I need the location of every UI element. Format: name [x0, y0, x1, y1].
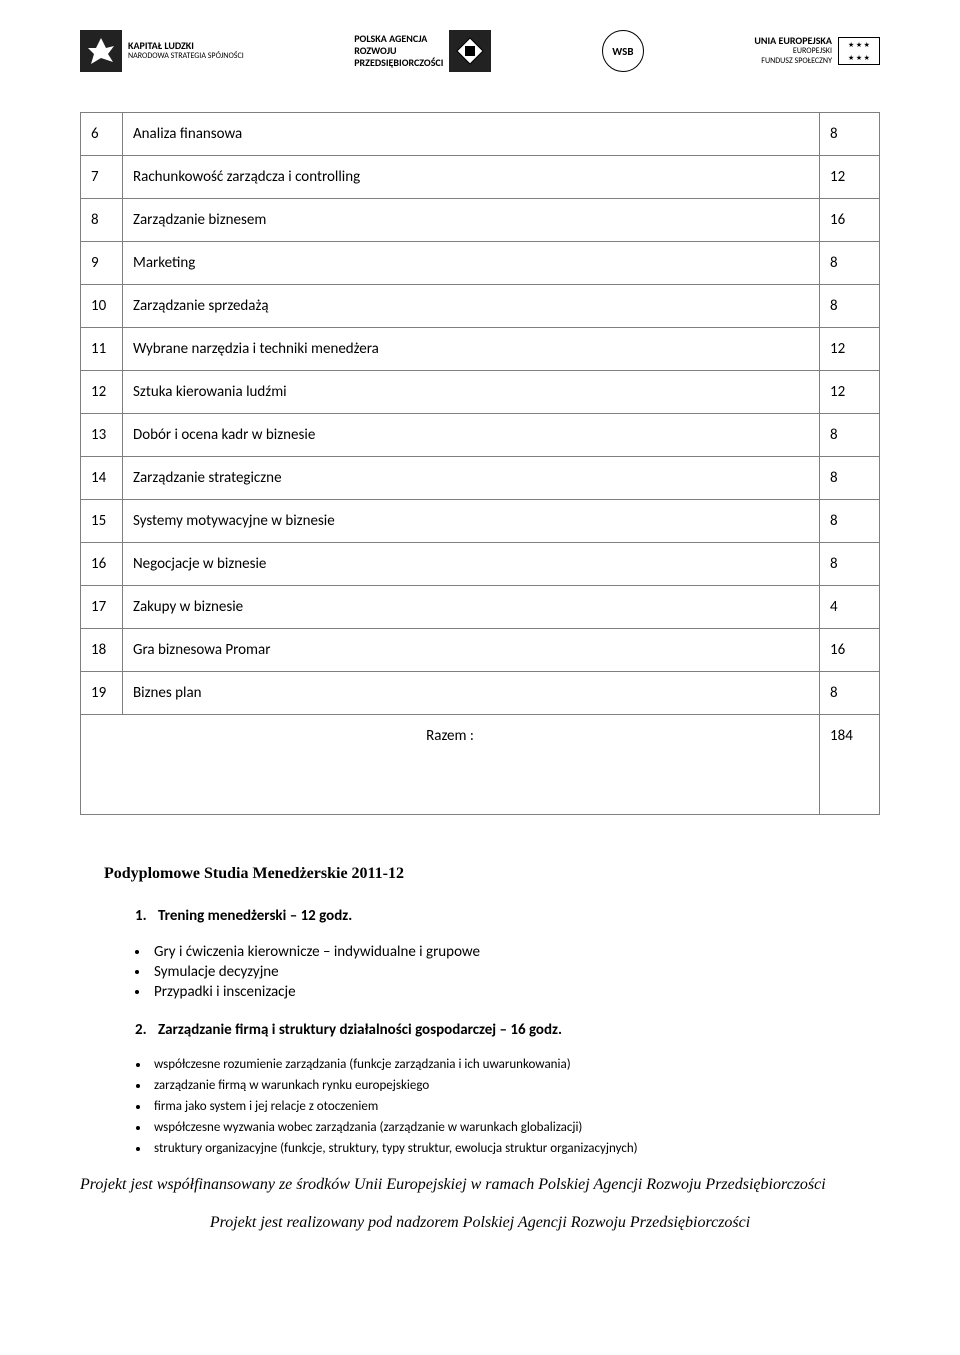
razem-value: 184: [820, 715, 880, 815]
section-title: Podyplomowe Studia Menedżerskie 2011-12: [104, 865, 880, 883]
row-name: Negocjacje w biznesie: [123, 543, 820, 586]
curriculum-table: 6Analiza finansowa87Rachunkowość zarządc…: [80, 112, 880, 815]
table-row: 12Sztuka kierowania ludźmi12: [81, 371, 880, 414]
table-row: 10Zarządzanie sprzedażą8: [81, 285, 880, 328]
logo-parp: POLSKA AGENCJA ROZWOJU PRZEDSIĘBIORCZOŚC…: [354, 30, 491, 72]
table-row: 18Gra biznesowa Promar16: [81, 629, 880, 672]
row-num: 18: [81, 629, 123, 672]
row-name: Zakupy w biznesie: [123, 586, 820, 629]
topic-1-bullets: Gry i ćwiczenia kierownicze – indywidual…: [150, 943, 880, 1001]
topic-2-bullets: współczesne rozumienie zarządzania (funk…: [150, 1057, 880, 1156]
row-val: 8: [820, 543, 880, 586]
list-item: Gry i ćwiczenia kierownicze – indywidual…: [150, 943, 880, 961]
table-row: 15Systemy motywacyjne w biznesie8: [81, 500, 880, 543]
row-num: 7: [81, 156, 123, 199]
row-val: 8: [820, 457, 880, 500]
eu-l3: FUNDUSZ SPOŁECZNY: [754, 57, 832, 67]
row-num: 10: [81, 285, 123, 328]
list-item: Przypadki i inscenizacje: [150, 983, 880, 1001]
wsb-icon: WSB: [602, 30, 644, 72]
logo-eu: UNIA EUROPEJSKA EUROPEJSKI FUNDUSZ SPOŁE…: [754, 35, 880, 66]
parp-icon: [449, 30, 491, 72]
row-name: Wybrane narzędzia i techniki menedżera: [123, 328, 820, 371]
list-item: współczesne rozumienie zarządzania (funk…: [150, 1057, 880, 1072]
row-val: 12: [820, 371, 880, 414]
razem-label: Razem :: [81, 715, 820, 815]
row-num: 12: [81, 371, 123, 414]
row-name: Marketing: [123, 242, 820, 285]
row-name: Zarządzanie biznesem: [123, 199, 820, 242]
kl-sub: NARODOWA STRATEGIA SPÓJNOŚCI: [128, 52, 244, 62]
row-num: 17: [81, 586, 123, 629]
topics-list: Trening menedżerski – 12 godz.: [150, 907, 880, 925]
table-row: 6Analiza finansowa8: [81, 113, 880, 156]
list-item: firma jako system i jej relacje z otocze…: [150, 1099, 880, 1114]
row-val: 12: [820, 328, 880, 371]
topic-2: Zarządzanie firmą i struktury działalnoś…: [150, 1021, 880, 1039]
row-num: 13: [81, 414, 123, 457]
topics-list-2: Zarządzanie firmą i struktury działalnoś…: [150, 1021, 880, 1039]
table-row: 13Dobór i ocena kadr w biznesie8: [81, 414, 880, 457]
row-val: 8: [820, 672, 880, 715]
table-row: 19Biznes plan8: [81, 672, 880, 715]
topic-1: Trening menedżerski – 12 godz.: [150, 907, 880, 925]
row-name: Biznes plan: [123, 672, 820, 715]
row-num: 15: [81, 500, 123, 543]
list-item: Symulacje decyzyjne: [150, 963, 880, 981]
logo-kapital-ludzki: KAPITAŁ LUDZKI NARODOWA STRATEGIA SPÓJNO…: [80, 30, 244, 72]
table-row: 9Marketing8: [81, 242, 880, 285]
row-num: 16: [81, 543, 123, 586]
row-name: Analiza finansowa: [123, 113, 820, 156]
row-name: Rachunkowość zarządcza i controlling: [123, 156, 820, 199]
row-val: 16: [820, 629, 880, 672]
row-val: 8: [820, 414, 880, 457]
row-name: Zarządzanie strategiczne: [123, 457, 820, 500]
footer-2: Projekt jest realizowany pod nadzorem Po…: [80, 1214, 880, 1232]
table-row: 17Zakupy w biznesie4: [81, 586, 880, 629]
row-val: 8: [820, 285, 880, 328]
kl-text: KAPITAŁ LUDZKI NARODOWA STRATEGIA SPÓJNO…: [128, 40, 244, 62]
logo-wsb: WSB: [602, 30, 644, 72]
kl-icon: [80, 30, 122, 72]
list-item: współczesne wyzwania wobec zarządzania (…: [150, 1120, 880, 1135]
eu-flag-icon: [838, 37, 880, 65]
logo-row: KAPITAŁ LUDZKI NARODOWA STRATEGIA SPÓJNO…: [80, 30, 880, 72]
footer-1: Projekt jest współfinansowany ze środków…: [80, 1176, 880, 1194]
row-val: 8: [820, 500, 880, 543]
row-num: 9: [81, 242, 123, 285]
row-num: 11: [81, 328, 123, 371]
table-row: 14Zarządzanie strategiczne8: [81, 457, 880, 500]
list-item: struktury organizacyjne (funkcje, strukt…: [150, 1141, 880, 1156]
row-num: 14: [81, 457, 123, 500]
parp-text: POLSKA AGENCJA ROZWOJU PRZEDSIĘBIORCZOŚC…: [354, 33, 443, 69]
row-num: 19: [81, 672, 123, 715]
row-val: 12: [820, 156, 880, 199]
page: KAPITAŁ LUDZKI NARODOWA STRATEGIA SPÓJNO…: [0, 0, 960, 1262]
row-val: 8: [820, 242, 880, 285]
row-val: 4: [820, 586, 880, 629]
row-name: Sztuka kierowania ludźmi: [123, 371, 820, 414]
row-val: 8: [820, 113, 880, 156]
table-row: 11Wybrane narzędzia i techniki menedżera…: [81, 328, 880, 371]
row-name: Dobór i ocena kadr w biznesie: [123, 414, 820, 457]
table-row: 16Negocjacje w biznesie8: [81, 543, 880, 586]
parp-l3: PRZEDSIĘBIORCZOŚCI: [354, 57, 443, 69]
table-row-total: Razem :184: [81, 715, 880, 815]
row-num: 6: [81, 113, 123, 156]
row-name: Zarządzanie sprzedażą: [123, 285, 820, 328]
eu-text: UNIA EUROPEJSKA EUROPEJSKI FUNDUSZ SPOŁE…: [754, 35, 832, 66]
row-name: Gra biznesowa Promar: [123, 629, 820, 672]
wsb-text: WSB: [612, 45, 633, 58]
row-val: 16: [820, 199, 880, 242]
row-num: 8: [81, 199, 123, 242]
row-name: Systemy motywacyjne w biznesie: [123, 500, 820, 543]
table-row: 8Zarządzanie biznesem16: [81, 199, 880, 242]
table-row: 7Rachunkowość zarządcza i controlling12: [81, 156, 880, 199]
list-item: zarządzanie firmą w warunkach rynku euro…: [150, 1078, 880, 1093]
